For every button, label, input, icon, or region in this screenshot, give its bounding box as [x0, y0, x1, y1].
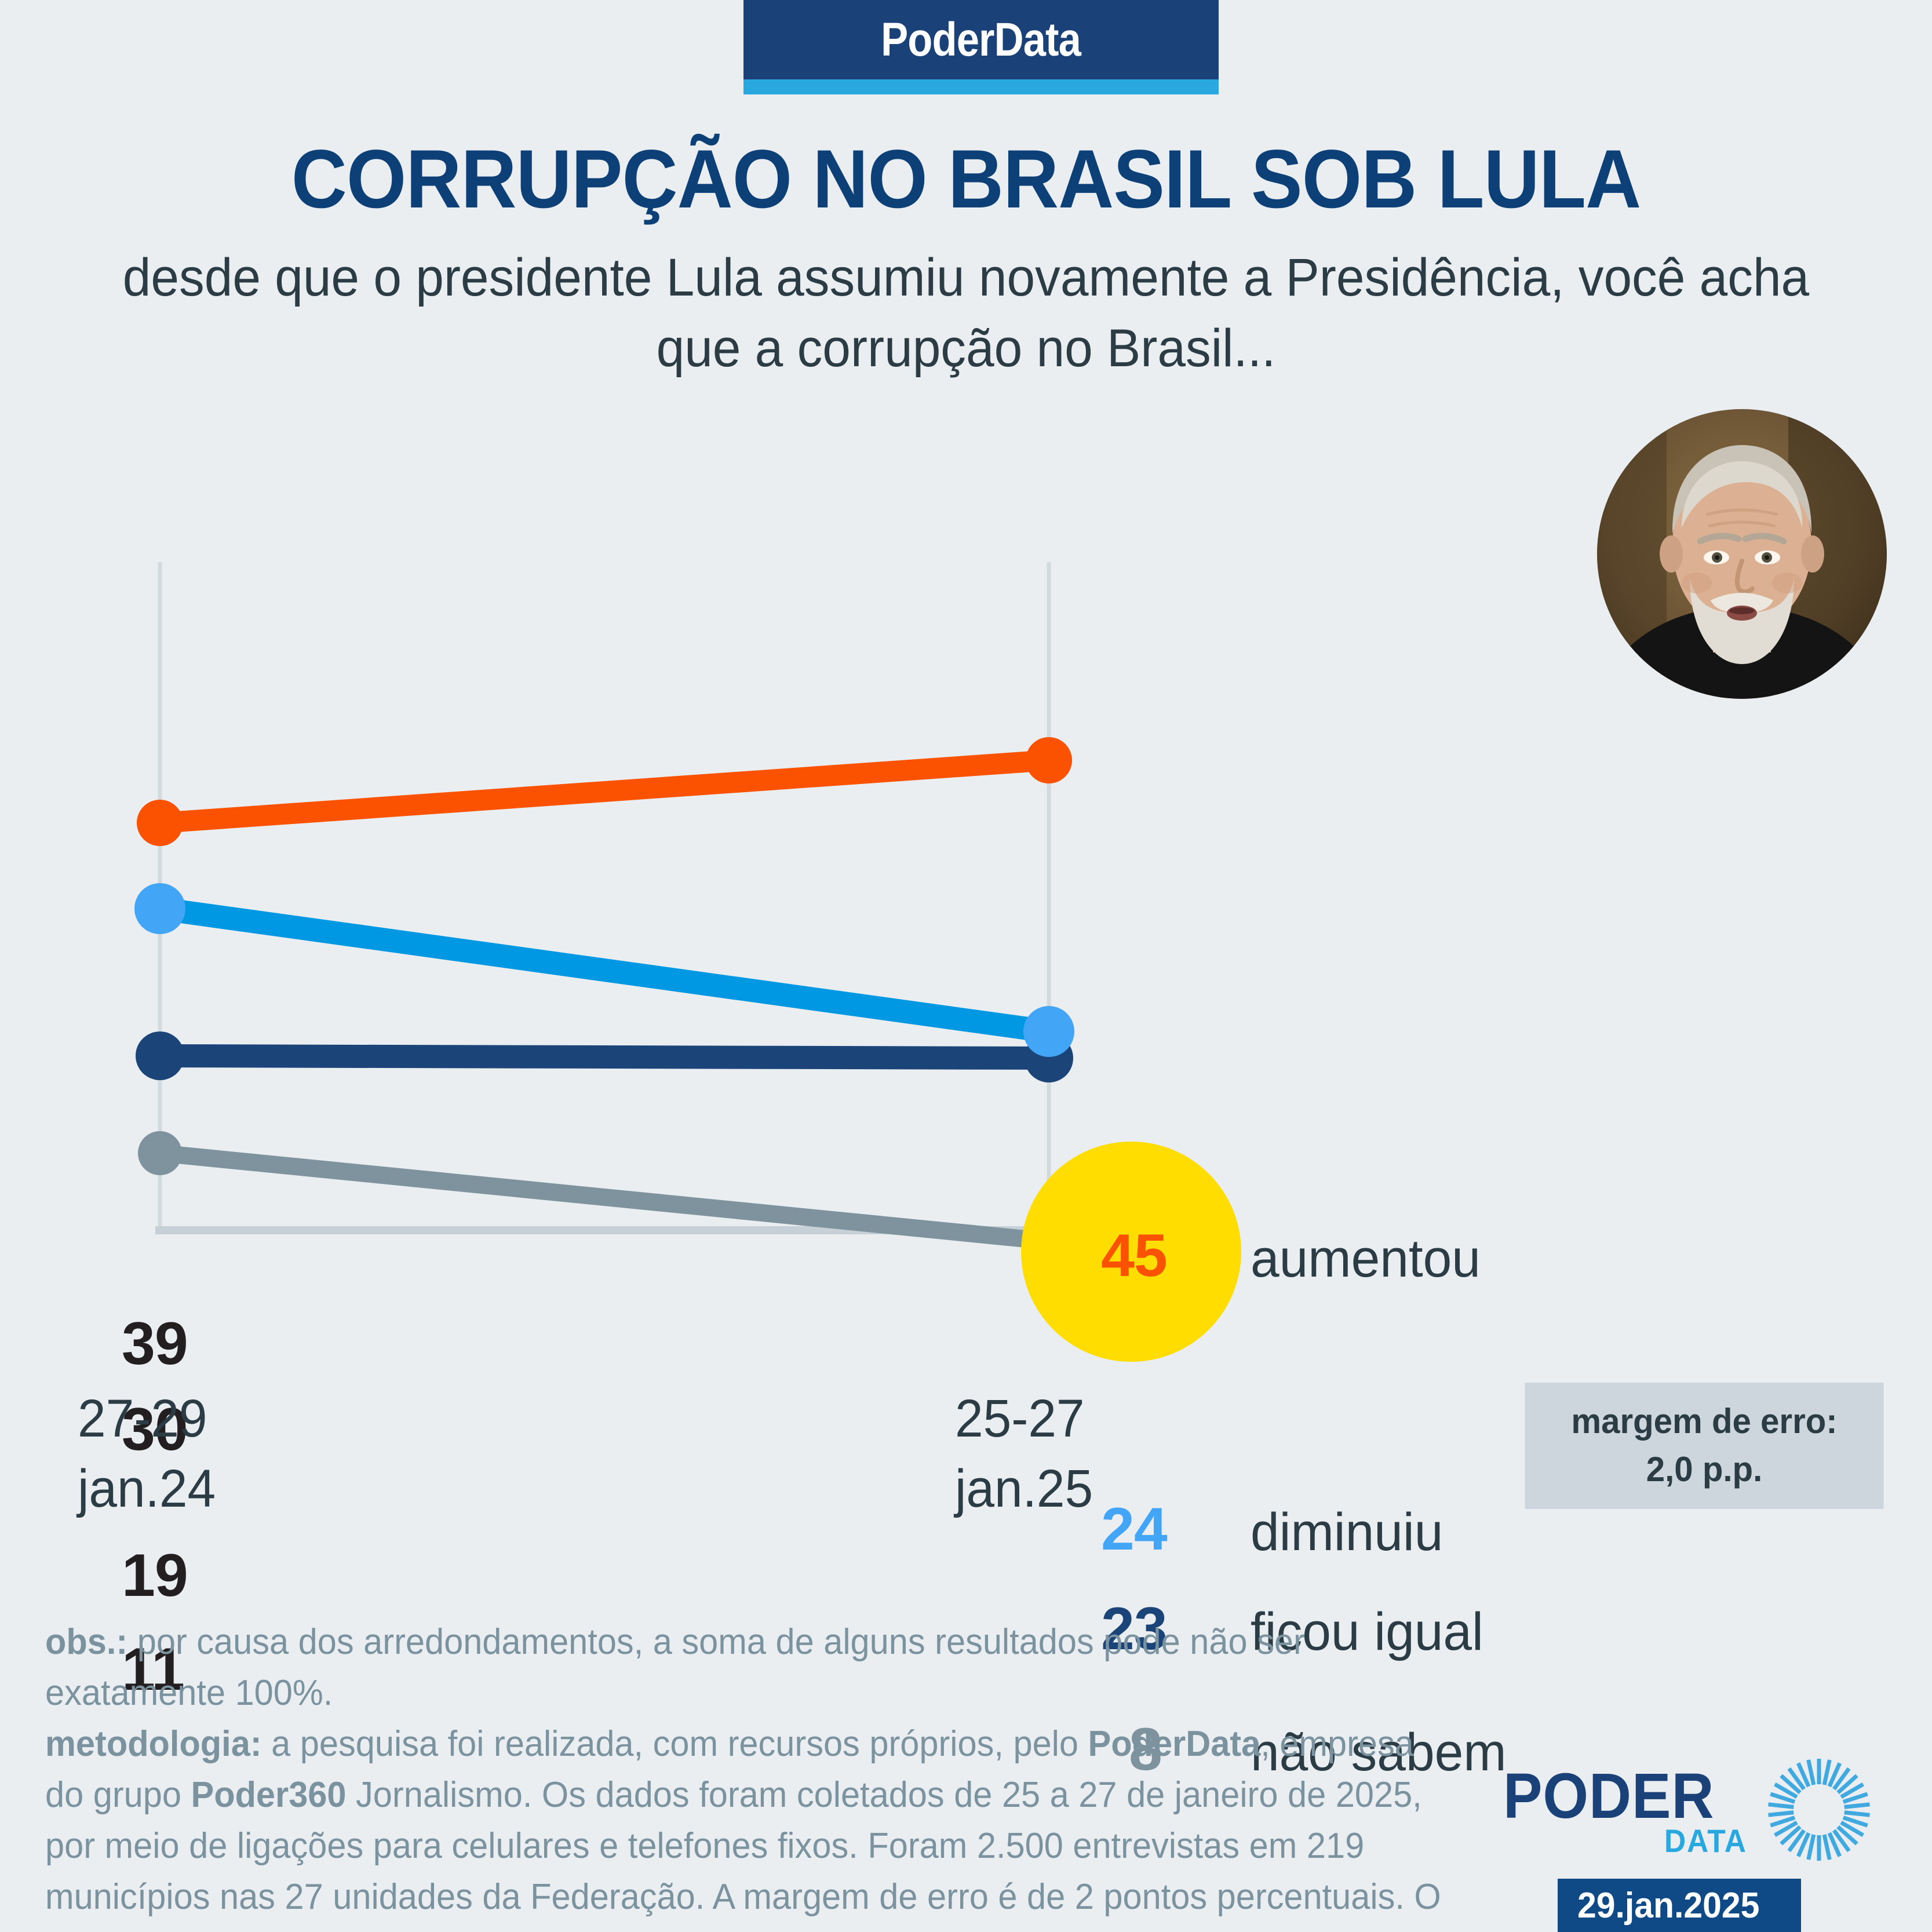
margin-of-error-label: margem de erro: — [1571, 1402, 1838, 1441]
footnote-method-part1: a pesquisa foi realizada, com recursos p… — [261, 1724, 1088, 1765]
series-line-diminuiu — [148, 897, 1060, 1043]
sunburst-icon — [1765, 1756, 1873, 1864]
footnote-obs-label: obs.: — [45, 1622, 128, 1662]
x-axis-tick-2024: 27-29 jan.24 — [78, 1389, 216, 1519]
marker-diminuiu-2024 — [134, 883, 185, 934]
page-title: CORRUPÇÃO NO BRASIL SOB LULA — [291, 133, 1641, 225]
series-line-nao-sabem — [151, 1144, 1058, 1250]
footnote-obs: obs.: por causa dos arredondamentos, a s… — [45, 1617, 1442, 1719]
series-label-ficou-igual: ficou igual — [1251, 1602, 1483, 1661]
publish-date-badge: 29.jan.2025 — [1558, 1879, 1801, 1932]
footnote-block: obs.: por causa dos arredondamentos, a s… — [45, 1617, 1442, 1932]
marker-ficou-igual-2024 — [136, 1031, 184, 1080]
footnote-obs-text: por causa dos arredondamentos, a soma de… — [45, 1622, 1305, 1714]
marker-nao-sabem-2024 — [138, 1131, 182, 1175]
footnote-method-part2: , empresa do grupo — [45, 1724, 1414, 1816]
logo-data-text: DATA — [1664, 1822, 1747, 1859]
page-subtitle: desde que o presidente Lula assumiu nova… — [122, 248, 1810, 378]
publish-date-text: 29.jan.2025 — [1577, 1885, 1760, 1926]
series-label-aumentou: aumentou — [1251, 1229, 1481, 1288]
value-label-nao-sabem-2024: 11 — [122, 1636, 185, 1703]
value-label-aumentou-2025: 45 — [1101, 1222, 1168, 1289]
marker-aumentou-2024 — [137, 800, 183, 846]
footnote-methodology: metodologia: a pesquisa foi realizada, c… — [45, 1719, 1442, 1932]
brand-banner-label: PoderData — [881, 13, 1082, 66]
x-axis-tick-2025: 25-27 jan.25 — [955, 1389, 1093, 1519]
marker-diminuiu-2025 — [1023, 1006, 1074, 1057]
margin-of-error-value: 2,0 p.p. — [1646, 1450, 1763, 1489]
value-label-aumentou-2024: 39 — [122, 1310, 188, 1377]
margin-of-error-box: margem de erro: 2,0 p.p. — [1525, 1383, 1884, 1509]
value-label-diminuiu-2024: 30 — [122, 1396, 188, 1463]
brand-banner: PoderData — [743, 0, 1219, 79]
footnote-brand-poder360: Poder360 — [191, 1775, 347, 1816]
value-label-nao-sabem-2025: 8 — [1129, 1716, 1162, 1783]
poderdata-logo: PODER DATA — [1503, 1759, 1897, 1869]
logo-poder-text: PODER — [1503, 1760, 1715, 1832]
footnote-brand-poderdata: PoderData — [1088, 1724, 1261, 1765]
series-label-diminuiu: diminuiu — [1251, 1503, 1443, 1562]
brand-banner-underline — [743, 79, 1219, 94]
series-line-aumentou — [150, 750, 1059, 833]
series-label-nao-sabem: não sabem — [1251, 1723, 1507, 1782]
slope-chart: 39 30 19 11 45 aumentou 24 diminuiu 23 f… — [0, 556, 1932, 1783]
series-line-ficou-igual — [148, 1044, 1060, 1070]
value-label-diminuiu-2025: 24 — [1101, 1496, 1168, 1563]
value-label-ficou-igual-2025: 23 — [1101, 1595, 1168, 1663]
footnote-method-part3: Jornalismo. Os dados foram coletados de … — [45, 1775, 1441, 1932]
value-label-ficou-igual-2024: 19 — [122, 1542, 188, 1609]
highlight-bubble-aumentou — [1021, 1142, 1241, 1362]
footnote-method-label: metodologia: — [45, 1724, 262, 1765]
